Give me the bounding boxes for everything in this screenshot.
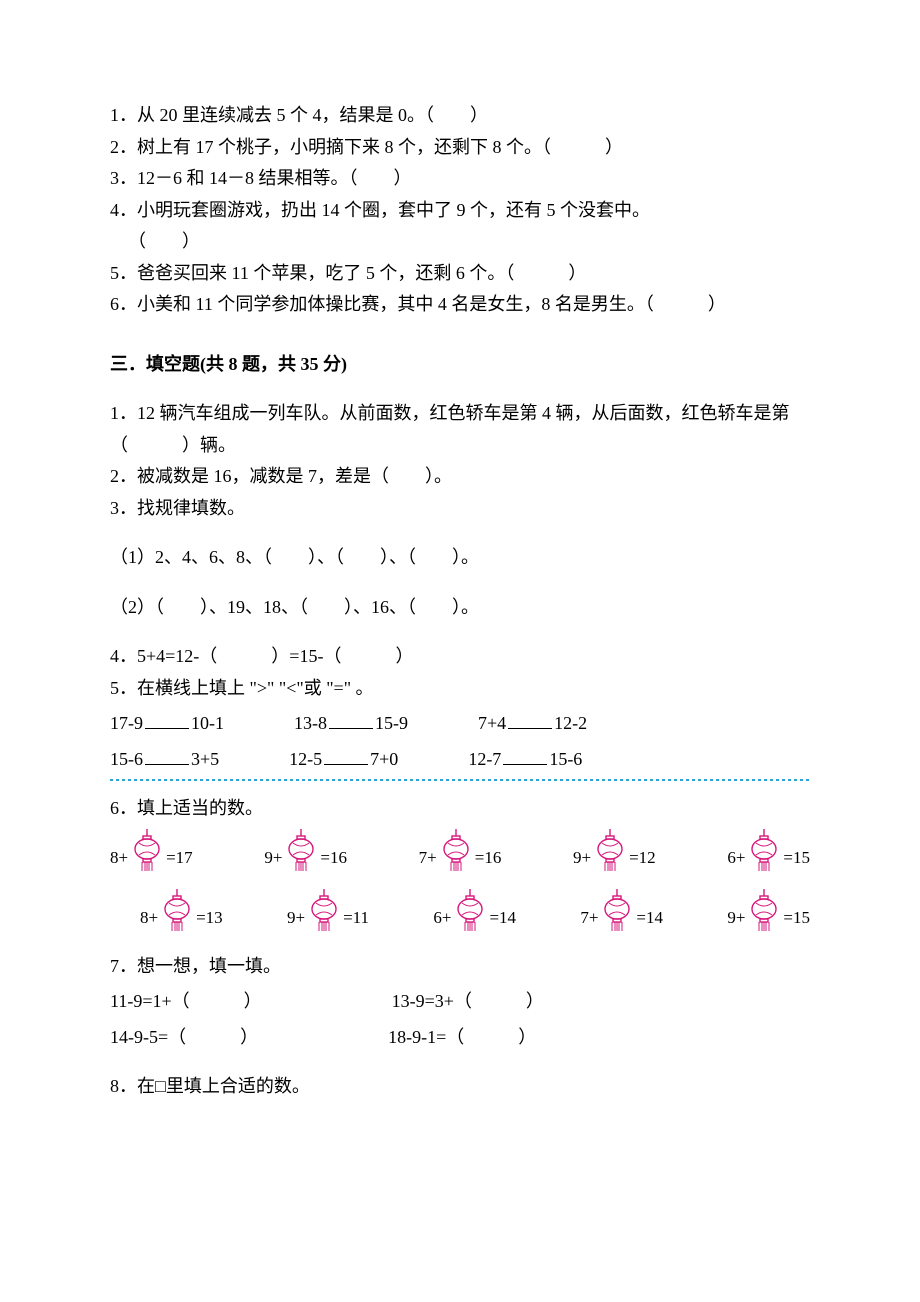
equation-left: 6+ xyxy=(433,903,451,933)
lantern-icon xyxy=(439,829,473,873)
compare-right: 10-1 xyxy=(191,713,224,733)
worksheet-page: 1．从 20 里连续减去 5 个 4，结果是 0。（ ） 2．树上有 17 个桃… xyxy=(0,0,920,1302)
fill-q7-row-2: 14-9-5=（ ） 18-9-1=（ ） xyxy=(110,1022,810,1054)
lantern-icon xyxy=(284,829,318,873)
section-3-heading: 三．填空题(共 8 题，共 35 分) xyxy=(110,349,810,381)
compare-cell: 15-6 3+5 xyxy=(110,744,219,776)
fill-q3-b: （2）（ ）、19、18、（ ）、16、（ ）。 xyxy=(110,592,810,624)
fill-q5-row-2: 15-6 3+5 12-5 7+0 12-7 15-6 xyxy=(110,744,810,776)
compare-cell: 13-8 15-9 xyxy=(294,708,408,740)
lantern-row: 8+ =13 9+ =11 6+ =14 7+ =14 9+ =15 xyxy=(110,889,810,933)
equation-right: =11 xyxy=(343,903,369,933)
equation-right: =16 xyxy=(320,843,347,873)
lantern-icon xyxy=(130,829,164,873)
compare-right: 15-9 xyxy=(375,713,408,733)
lantern-equation: 7+ =16 xyxy=(419,829,502,873)
q7-cell: 11-9=1+（ ） xyxy=(110,986,262,1018)
compare-right: 7+0 xyxy=(370,749,398,769)
judgement-item-2: 2．树上有 17 个桃子，小明摘下来 8 个，还剩下 8 个。（ ） xyxy=(110,132,810,164)
lantern-equation: 9+ =12 xyxy=(573,829,656,873)
judgement-item-4b: （ ） xyxy=(110,226,810,258)
compare-right: 12-2 xyxy=(554,713,587,733)
equation-right: =15 xyxy=(783,903,810,933)
lantern-equation: 6+ =14 xyxy=(433,889,516,933)
compare-left: 13-8 xyxy=(294,713,327,733)
lantern-icon xyxy=(453,889,487,933)
compare-left: 7+4 xyxy=(478,713,506,733)
equation-right: =12 xyxy=(629,843,656,873)
fill-q8-lead: 8．在□里填上合适的数。 xyxy=(110,1071,810,1103)
fill-q5-row-1: 17-9 10-1 13-8 15-9 7+4 12-2 xyxy=(110,708,810,740)
judgement-item-5: 5．爸爸买回来 11 个苹果，吃了 5 个，还剩 6 个。（ ） xyxy=(110,258,810,290)
equation-left: 6+ xyxy=(727,843,745,873)
lantern-equation: 7+ =14 xyxy=(580,889,663,933)
equation-right: =14 xyxy=(489,903,516,933)
fill-q2: 2．被减数是 16，减数是 7，差是（ ）。 xyxy=(110,461,810,493)
equation-right: =15 xyxy=(783,843,810,873)
q7-cell: 13-9=3+（ ） xyxy=(392,986,544,1018)
fill-q7-row-1: 11-9=1+（ ） 13-9=3+（ ） xyxy=(110,986,810,1018)
equation-left: 9+ xyxy=(264,843,282,873)
equation-left: 9+ xyxy=(727,903,745,933)
lantern-icon xyxy=(600,889,634,933)
equation-left: 8+ xyxy=(140,903,158,933)
equation-left: 7+ xyxy=(580,903,598,933)
blank-underline xyxy=(145,710,189,729)
equation-right: =14 xyxy=(636,903,663,933)
lantern-icon xyxy=(307,889,341,933)
compare-right: 3+5 xyxy=(191,749,219,769)
blank-underline xyxy=(145,746,189,765)
compare-left: 17-9 xyxy=(110,713,143,733)
q7-cell: 14-9-5=（ ） xyxy=(110,1022,258,1054)
judgement-item-1: 1．从 20 里连续减去 5 个 4，结果是 0。（ ） xyxy=(110,100,810,132)
lantern-equation: 9+ =16 xyxy=(264,829,347,873)
compare-cell: 7+4 12-2 xyxy=(478,708,587,740)
equation-left: 9+ xyxy=(573,843,591,873)
lantern-equation: 9+ =11 xyxy=(287,889,369,933)
lantern-icon xyxy=(160,889,194,933)
lantern-equation: 8+ =17 xyxy=(110,829,193,873)
equation-right: =16 xyxy=(475,843,502,873)
lantern-equation: 8+ =13 xyxy=(140,889,223,933)
blank-underline xyxy=(503,746,547,765)
blank-underline xyxy=(329,710,373,729)
compare-right: 15-6 xyxy=(549,749,582,769)
judgement-item-4a: 4．小明玩套圈游戏，扔出 14 个圈，套中了 9 个，还有 5 个没套中。 xyxy=(110,195,810,227)
lantern-equation: 6+ =15 xyxy=(727,829,810,873)
equation-right: =17 xyxy=(166,843,193,873)
q7-cell: 18-9-1=（ ） xyxy=(388,1022,536,1054)
equation-left: 8+ xyxy=(110,843,128,873)
fill-q6-lead: 6．填上适当的数。 xyxy=(110,793,810,825)
lantern-icon xyxy=(747,889,781,933)
compare-left: 15-6 xyxy=(110,749,143,769)
fill-q3-lead: 3．找规律填数。 xyxy=(110,493,810,525)
lantern-row: 8+ =17 9+ =16 7+ =16 9+ =12 6+ =15 xyxy=(110,829,810,873)
fill-q7-lead: 7．想一想，填一填。 xyxy=(110,951,810,983)
fill-q4: 4．5+4=12-（ ）=15-（ ） xyxy=(110,641,810,673)
judgement-item-3: 3．12－6 和 14－8 结果相等。（ ） xyxy=(110,163,810,195)
equation-right: =13 xyxy=(196,903,223,933)
lantern-equation: 9+ =15 xyxy=(727,889,810,933)
lantern-icon xyxy=(593,829,627,873)
fill-q5-lead: 5．在横线上填上 ">" "<"或 "=" 。 xyxy=(110,673,810,705)
lantern-icon xyxy=(747,829,781,873)
blank-underline xyxy=(324,746,368,765)
compare-left: 12-7 xyxy=(468,749,501,769)
fill-q3-a: （1）2、4、6、8、（ ）、（ ）、（ ）。 xyxy=(110,542,810,574)
compare-cell: 12-5 7+0 xyxy=(289,744,398,776)
compare-left: 12-5 xyxy=(289,749,322,769)
equation-left: 7+ xyxy=(419,843,437,873)
compare-cell: 17-9 10-1 xyxy=(110,708,224,740)
blank-underline xyxy=(508,710,552,729)
compare-cell: 12-7 15-6 xyxy=(468,744,582,776)
divider-strip xyxy=(110,779,810,781)
lantern-grid: 8+ =17 9+ =16 7+ =16 9+ =12 6+ =15 8+ =13 9+ =11 6+ =14… xyxy=(110,829,810,933)
fill-q1: 1．12 辆汽车组成一列车队。从前面数，红色轿车是第 4 辆，从后面数，红色轿车… xyxy=(110,398,810,461)
equation-left: 9+ xyxy=(287,903,305,933)
judgement-item-6: 6．小美和 11 个同学参加体操比赛，其中 4 名是女生，8 名是男生。（ ） xyxy=(110,289,810,321)
